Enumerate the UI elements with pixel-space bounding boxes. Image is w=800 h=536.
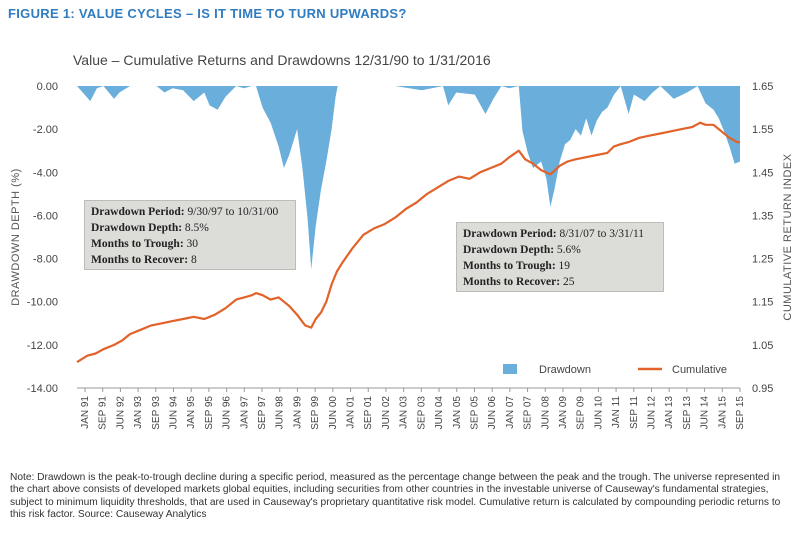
x-tick-label: SEP 93: [151, 396, 162, 430]
callout-line: Drawdown Depth: 5.6%: [463, 244, 581, 256]
callout-line: Months to Recover: 25: [463, 276, 575, 288]
x-tick-label: JAN 15: [717, 396, 728, 429]
y-left-tick-label: -6.00: [33, 210, 58, 222]
x-tick-label: SEP 99: [310, 396, 321, 430]
x-tick-label: JAN 13: [664, 396, 675, 429]
x-tick-label: JAN 97: [239, 396, 250, 429]
drawdown-callout-1997: Drawdown Period: 9/30/97 to 10/31/00 Dra…: [84, 200, 296, 270]
callout-line: Drawdown Period: 9/30/97 to 10/31/00: [91, 206, 279, 218]
x-tick-label: JAN 07: [505, 396, 516, 429]
y-right-tick-label: 1.35: [752, 210, 773, 222]
legend-drawdown-label: Drawdown: [539, 364, 591, 376]
callout-line: Drawdown Depth: 8.5%: [91, 222, 209, 234]
y-left-tick-label: -12.00: [27, 340, 58, 352]
x-tick-label: SEP 97: [257, 396, 268, 430]
x-tick-label: SEP 95: [204, 396, 215, 430]
figure-title: FIGURE 1: VALUE CYCLES – IS IT TIME TO T…: [8, 6, 407, 21]
legend-cumulative-label: Cumulative: [672, 364, 727, 376]
x-tick-label: JAN 09: [558, 396, 569, 429]
x-tick-label: SEP 03: [416, 396, 427, 430]
y-right-tick-label: 1.55: [752, 124, 773, 136]
x-tick-label: JUN 04: [434, 396, 445, 430]
x-tick-label: JAN 91: [80, 396, 91, 429]
y-axis-left-title: DRAWDOWN DEPTH (%): [10, 168, 22, 306]
x-tick-label: SEP 05: [469, 396, 480, 430]
x-tick-label: JUN 98: [275, 396, 286, 430]
x-tick-label: JUN 94: [169, 396, 180, 430]
x-tick-label: JUN 10: [593, 396, 604, 430]
y-left-tick-label: -14.00: [27, 383, 58, 395]
y-right-tick-label: 1.65: [752, 81, 773, 93]
x-tick-label: SEP 09: [576, 396, 587, 430]
callout-line: Drawdown Period: 8/31/07 to 3/31/11: [463, 228, 645, 240]
x-tick-label: JAN 93: [133, 396, 144, 429]
y-right-tick-label: 1.15: [752, 297, 773, 309]
x-tick-label: JUN 96: [222, 396, 233, 430]
legend-drawdown-swatch: [503, 364, 517, 374]
y-right-tick-label: 1.05: [752, 340, 773, 352]
x-tick-label: JUN 00: [328, 396, 339, 430]
x-tick-label: JAN 01: [346, 396, 357, 429]
chart-title: Value – Cumulative Returns and Drawdowns…: [73, 52, 491, 68]
y-left-tick-label: -8.00: [33, 254, 58, 266]
x-tick-label: JAN 11: [611, 396, 622, 428]
x-tick-label: JAN 99: [292, 396, 303, 429]
x-tick-label: JUN 06: [487, 396, 498, 430]
footnote: Note: Drawdown is the peak-to-trough dec…: [10, 472, 781, 521]
y-left-tick-label: 0.00: [37, 81, 58, 93]
x-tick-label: SEP 07: [523, 396, 534, 430]
y-right-tick-label: 1.45: [752, 167, 773, 179]
x-tick-label: JUN 14: [700, 396, 711, 430]
x-tick-label: SEP 01: [363, 396, 374, 430]
y-left-tick-label: -4.00: [33, 167, 58, 179]
y-right-tick-label: 1.25: [752, 254, 773, 266]
x-tick-label: JUN 12: [646, 396, 657, 430]
callout-line: Months to Trough: 30: [91, 238, 199, 250]
x-tick-label: SEP 15: [735, 396, 746, 430]
y-right-tick-label: 0.95: [752, 383, 773, 395]
x-tick-label: SEP 91: [98, 396, 109, 430]
cumulative-line: [76, 121, 740, 364]
chart: Value – Cumulative Returns and Drawdowns…: [10, 52, 794, 430]
x-tick-label: JAN 95: [186, 396, 197, 429]
x-tick-label: JAN 05: [452, 396, 463, 429]
x-tick-label: JUN 02: [381, 396, 392, 430]
x-tick-label: SEP 11: [629, 396, 640, 429]
drawdown-area: [77, 86, 740, 270]
callout-line: Months to Recover: 8: [91, 254, 197, 266]
x-tick-label: JUN 92: [115, 396, 126, 430]
x-tick-label: SEP 13: [682, 396, 693, 430]
drawdown-callout-2007: Drawdown Period: 8/31/07 to 3/31/11 Draw…: [456, 222, 664, 292]
callout-line: Months to Trough: 19: [463, 260, 571, 272]
x-tick-label: JAN 03: [399, 396, 410, 429]
y-left-tick-label: -2.00: [33, 124, 58, 136]
y-left-tick-label: -10.00: [27, 297, 58, 309]
x-tick-label: JUN 08: [540, 396, 551, 430]
y-axis-right-title: CUMULATIVE RETURN INDEX: [782, 153, 794, 320]
